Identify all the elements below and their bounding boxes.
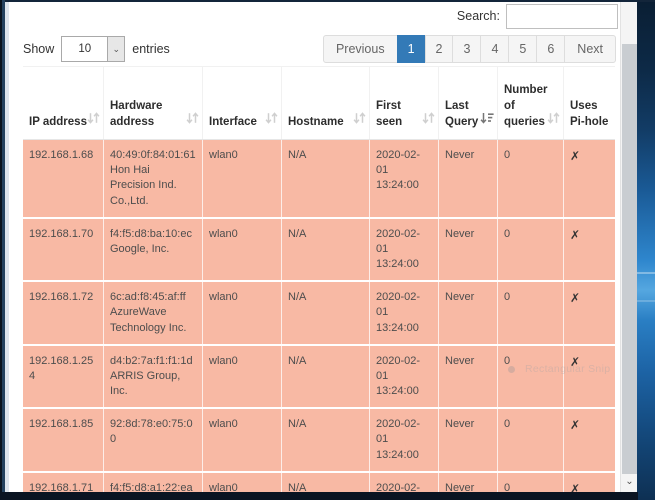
wallpaper-streak: [637, 272, 655, 274]
cell-interface: wlan0: [203, 218, 282, 281]
x-mark-icon: ✗: [564, 218, 615, 281]
pagination-page-4[interactable]: 4: [480, 35, 510, 63]
cell-hostname: N/A: [282, 140, 370, 217]
cell-hostname: N/A: [282, 282, 370, 344]
cell-last-query: Never: [439, 345, 498, 408]
scrollbar-down-arrow-icon[interactable]: ⌄: [625, 476, 634, 487]
cell-hostname: N/A: [282, 218, 370, 281]
entries-select-value: 10: [78, 43, 92, 55]
table-row[interactable]: 192.168.1.85 92:8d:78:e0:75:00 wlan0 N/A…: [23, 409, 615, 473]
cell-number-of-queries: 0: [498, 140, 564, 217]
column-header-last-query[interactable]: Last Query: [439, 67, 498, 139]
cell-first-seen: 2020-02-01 13:24:00: [370, 140, 439, 217]
cell-ip-address: 192.168.1.85: [23, 409, 104, 471]
pagination-page-1[interactable]: 1: [396, 35, 426, 63]
column-header-ip-address[interactable]: IP address: [23, 67, 104, 139]
x-mark-icon: ✗: [564, 409, 615, 471]
cell-number-of-queries: 0: [498, 345, 564, 408]
table-row[interactable]: 192.168.1.72 6c:ad:f8:45:af:ff AzureWave …: [23, 282, 615, 346]
window-left-edge-inner: [2, 0, 5, 500]
window-top-edge: [0, 0, 655, 2]
cell-ip-address: 192.168.1.68: [23, 140, 104, 217]
network-table: IP address Hardware address Interface Ho…: [23, 66, 615, 500]
cell-interface: wlan0: [203, 345, 282, 408]
sort-both-icon: [547, 112, 560, 129]
wallpaper-streak: [637, 300, 655, 302]
table-row[interactable]: 192.168.1.254 d4:b2:7a:f1:f1:1d ARRIS Gro…: [23, 345, 615, 410]
show-label: Show: [23, 42, 55, 56]
sort-amount-desc-icon: [480, 112, 494, 129]
cell-first-seen: 2020-02-01 13:24:00: [370, 282, 439, 344]
scrollbar-thumb[interactable]: [622, 44, 637, 474]
search-label: Search:: [456, 9, 500, 23]
column-header-number-of-queries[interactable]: Number of queries: [498, 67, 564, 139]
cell-ip-address: 192.168.1.254: [23, 345, 104, 408]
table-row[interactable]: 192.168.1.70 f4:f5:d8:ba:10:ec Google, In…: [23, 218, 615, 283]
cell-ip-address: 192.168.1.70: [23, 218, 104, 281]
cell-hardware-address: 40:49:0f:84:01:61 Hon Hai Precision Ind. …: [104, 140, 203, 217]
cell-last-query: Never: [439, 218, 498, 281]
cell-number-of-queries: 0: [498, 282, 564, 344]
cell-last-query: Never: [439, 140, 498, 217]
entries-length-menu: Show 10 ⌄ entries: [23, 36, 170, 62]
table-body: 192.168.1.68 40:49:0f:84:01:61 Hon Hai Pr…: [23, 140, 615, 500]
browser-scrollbar[interactable]: ⌄: [620, 2, 637, 500]
x-mark-icon: ✗: [564, 345, 615, 408]
cell-hardware-address: f4:f5:d8:ba:10:ec Google, Inc.: [104, 218, 203, 281]
x-mark-icon: ✗: [564, 140, 615, 217]
pagination-page-5[interactable]: 5: [508, 35, 538, 63]
column-header-hardware-address[interactable]: Hardware address: [104, 67, 203, 139]
window-bottom-edge: [0, 492, 638, 500]
cell-last-query: Never: [439, 282, 498, 344]
cell-interface: wlan0: [203, 140, 282, 217]
column-header-hostname[interactable]: Hostname: [282, 67, 370, 139]
window-left-gutter: [5, 0, 9, 500]
column-header-first-seen[interactable]: First seen: [370, 67, 439, 139]
cell-number-of-queries: 0: [498, 409, 564, 471]
cell-hardware-address: 6c:ad:f8:45:af:ff AzureWave Technology In…: [104, 282, 203, 344]
pagination-previous-button[interactable]: Previous: [322, 35, 398, 63]
x-mark-icon: ✗: [564, 282, 615, 344]
sort-both-icon: [87, 112, 100, 129]
sort-both-icon: [186, 112, 199, 129]
cell-hostname: N/A: [282, 345, 370, 408]
table-controls: Show 10 ⌄ entries Previous 1 2 3 4 5 6 N…: [9, 32, 620, 66]
cell-hardware-address: 92:8d:78:e0:75:00: [104, 409, 203, 471]
search-input[interactable]: [506, 3, 618, 29]
desktop-wallpaper: [637, 0, 655, 500]
cell-first-seen: 2020-02-01 13:24:00: [370, 409, 439, 471]
pagination-page-3[interactable]: 3: [452, 35, 482, 63]
chevron-down-icon: ⌄: [107, 37, 125, 61]
window-left-edge: [0, 0, 2, 500]
cell-first-seen: 2020-02-01 13:24:00: [370, 345, 439, 408]
column-header-interface[interactable]: Interface: [203, 67, 282, 139]
entries-label: entries: [132, 42, 170, 56]
table-header-row: IP address Hardware address Interface Ho…: [23, 67, 615, 140]
network-page-content: Search: Show 10 ⌄ entries Previous 1 2 3…: [9, 2, 620, 500]
cell-interface: wlan0: [203, 282, 282, 344]
pagination-page-6[interactable]: 6: [536, 35, 566, 63]
sort-both-icon: [422, 112, 435, 129]
pagination-page-2[interactable]: 2: [424, 35, 454, 63]
cell-number-of-queries: 0: [498, 218, 564, 281]
pagination-next-button[interactable]: Next: [564, 35, 616, 63]
cell-last-query: Never: [439, 409, 498, 471]
search-row: Search:: [9, 2, 620, 30]
column-header-uses-pihole[interactable]: Uses Pi-hole: [564, 67, 615, 139]
cell-interface: wlan0: [203, 409, 282, 471]
pagination: Previous 1 2 3 4 5 6 Next: [322, 35, 616, 63]
entries-select[interactable]: 10 ⌄: [61, 36, 126, 62]
cell-hostname: N/A: [282, 409, 370, 471]
table-row[interactable]: 192.168.1.68 40:49:0f:84:01:61 Hon Hai Pr…: [23, 140, 615, 219]
sort-both-icon: [353, 112, 366, 129]
cell-hardware-address: d4:b2:7a:f1:f1:1d ARRIS Group, Inc.: [104, 345, 203, 408]
cell-ip-address: 192.168.1.72: [23, 282, 104, 344]
sort-both-icon: [265, 112, 278, 129]
cell-first-seen: 2020-02-01 13:24:00: [370, 218, 439, 281]
